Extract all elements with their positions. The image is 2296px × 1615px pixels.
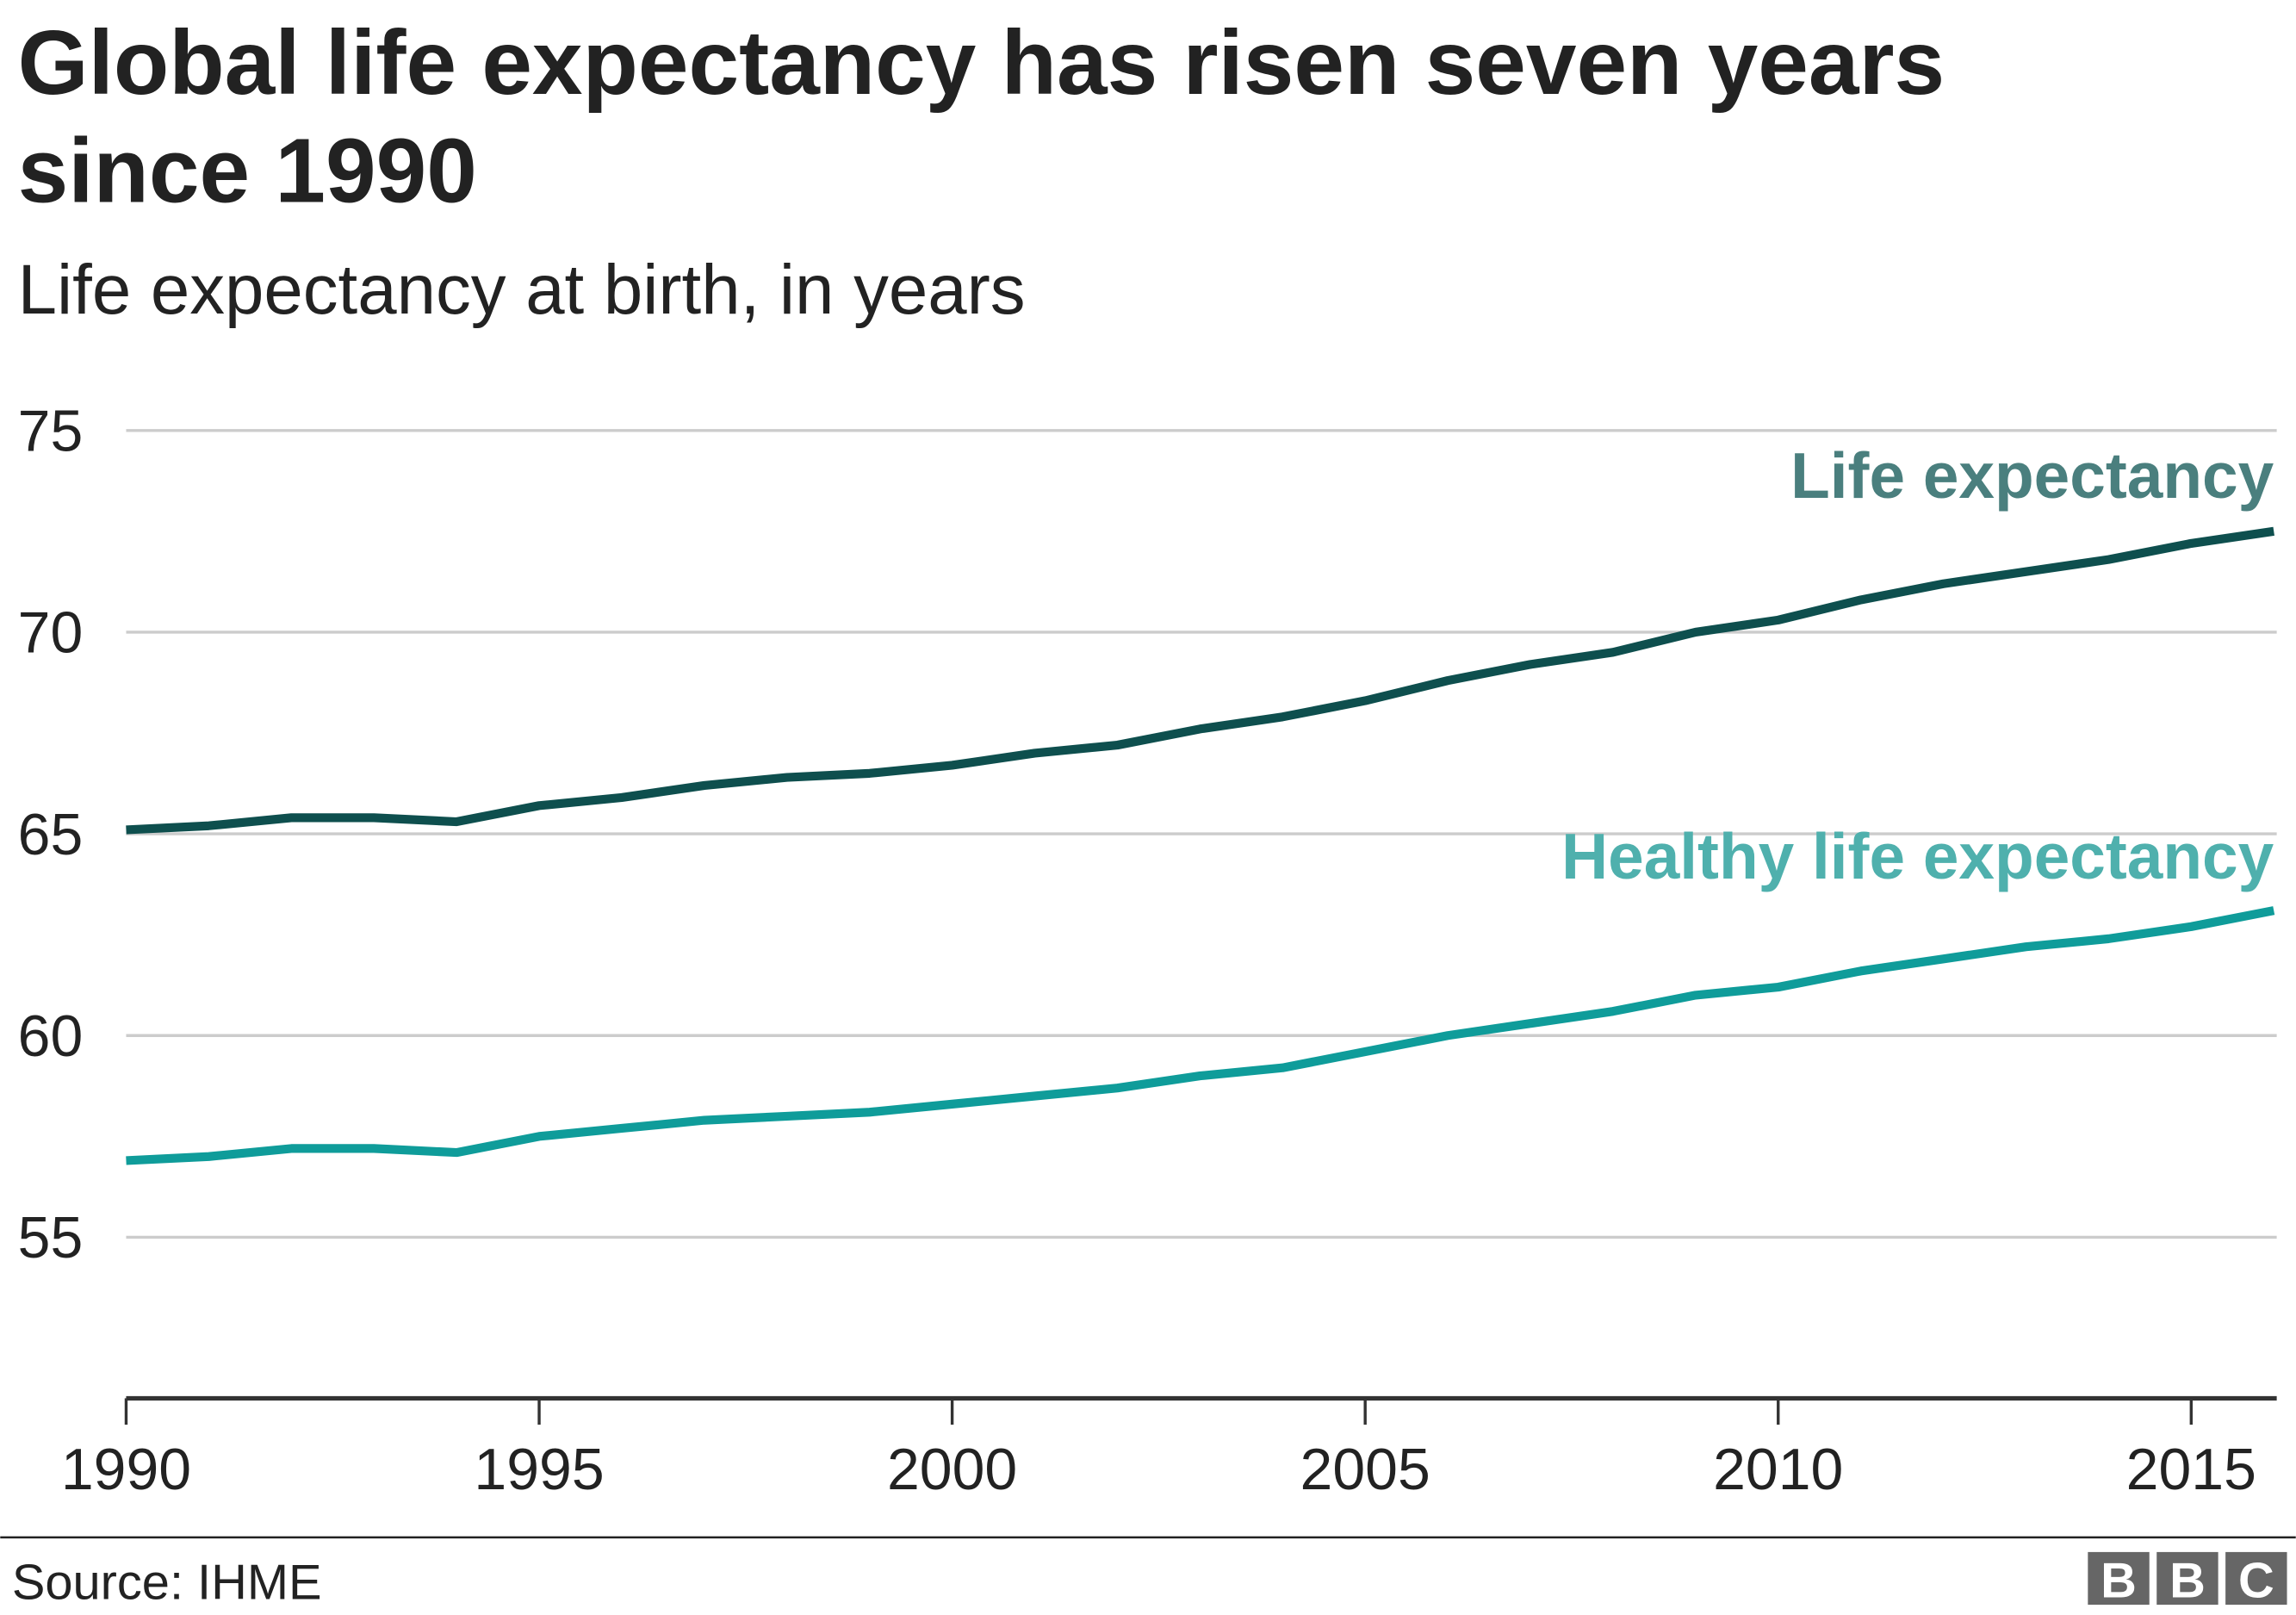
x-tick-label: 2000 <box>887 1437 1017 1502</box>
series-label: Life expectancy <box>1790 439 2274 512</box>
y-tick-label: 70 <box>18 600 84 666</box>
chart-title-line-1: Global life expectancy has risen seven y… <box>18 13 1945 114</box>
logo-letter: C <box>2238 1554 2274 1609</box>
logo-block <box>2156 1551 2218 1606</box>
series-line-life-expectancy <box>126 526 2274 835</box>
logo-block <box>2225 1551 2287 1606</box>
chart-subtitle: Life expectancy at birth, in years <box>18 251 1026 329</box>
x-tick-label: 1995 <box>474 1437 604 1502</box>
chart-title-line-2: since 1990 <box>18 121 477 222</box>
x-tick-label: 2005 <box>1300 1437 1430 1502</box>
x-tick-label: 2015 <box>2126 1437 2256 1502</box>
series-line-healthy-life-expectancy <box>126 906 2275 1165</box>
y-tick-label: 60 <box>18 1003 84 1069</box>
y-tick-label: 75 <box>18 399 84 464</box>
logo-letter: B <box>2101 1554 2137 1609</box>
logo-letter: B <box>2169 1554 2206 1609</box>
series-label: Healthy life expectancy <box>1561 820 2274 892</box>
y-tick-label: 55 <box>18 1205 84 1270</box>
y-tick-label: 65 <box>18 802 84 867</box>
logo-block <box>2088 1551 2150 1606</box>
x-tick-label: 1990 <box>61 1437 191 1502</box>
x-tick-label: 2010 <box>1713 1437 1843 1502</box>
source-note: Source: IHME <box>12 1555 322 1610</box>
